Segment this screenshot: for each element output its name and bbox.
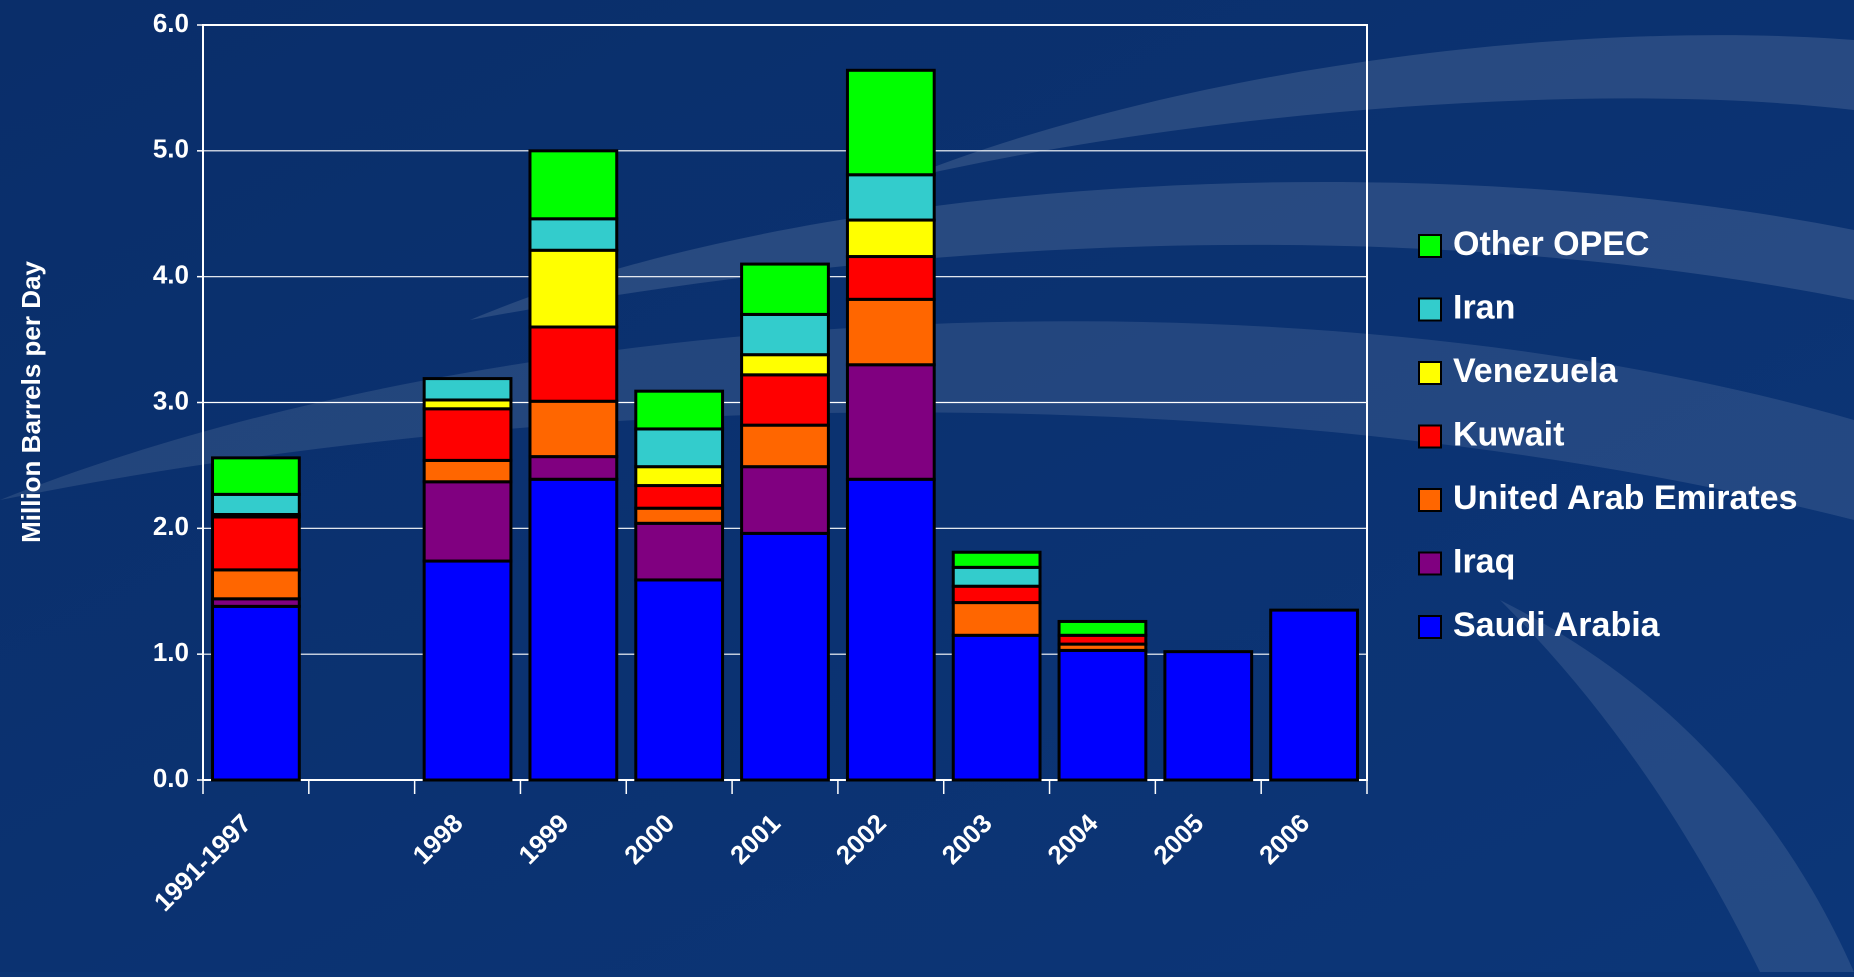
bar-segment — [636, 523, 723, 580]
bar-segment — [847, 479, 934, 780]
bar-segment — [636, 467, 723, 486]
bar-segment — [742, 355, 829, 375]
bar-segment — [424, 460, 511, 481]
legend-label: Iran — [1453, 288, 1515, 326]
bar-segment — [742, 375, 829, 425]
y-axis-title: Million Barrels per Day — [16, 261, 46, 543]
y-tick-label: 0.0 — [153, 763, 189, 793]
y-tick-label: 4.0 — [153, 260, 189, 290]
bar-segment — [953, 586, 1040, 602]
bar-segment — [636, 429, 723, 467]
bar-segment — [530, 151, 617, 219]
legend-swatch — [1419, 299, 1441, 321]
bar-segment — [1059, 621, 1146, 635]
bar-segment — [847, 365, 934, 480]
bar-segment — [213, 458, 300, 494]
bar-segment — [530, 401, 617, 456]
legend-swatch — [1419, 553, 1441, 575]
y-tick-label: 3.0 — [153, 385, 189, 415]
bar-segment — [530, 479, 617, 780]
legend-swatch — [1419, 235, 1441, 257]
bar-segment — [213, 606, 300, 780]
bar-segment — [953, 635, 1040, 780]
bar-segment — [847, 175, 934, 220]
bar-segment — [847, 70, 934, 174]
chart: Million Barrels per Day 0.0 1.0 2.0 3.0 4.0 5… — [0, 0, 1854, 972]
legend-label: Venezuela — [1453, 352, 1619, 390]
bar-segment — [424, 409, 511, 461]
bar-segment — [847, 220, 934, 256]
y-tick-label: 1.0 — [153, 637, 189, 667]
legend-label: Kuwait — [1453, 415, 1564, 453]
bar-segment — [213, 517, 300, 570]
legend-swatch — [1419, 426, 1441, 448]
bar-segment — [424, 482, 511, 561]
bar-segment — [742, 425, 829, 467]
bar-segment — [742, 264, 829, 314]
legend-label: Iraq — [1453, 542, 1515, 580]
bar-segment — [636, 580, 723, 780]
legend-label: Saudi Arabia — [1453, 606, 1661, 644]
bar-segment — [847, 299, 934, 364]
legend-label: United Arab Emirates — [1453, 479, 1798, 517]
bar-segment — [1059, 650, 1146, 780]
bar-segment — [1271, 610, 1358, 780]
bar-segment — [1165, 652, 1252, 780]
legend-swatch — [1419, 616, 1441, 638]
bar-segment — [213, 494, 300, 514]
y-tick-label: 5.0 — [153, 134, 189, 164]
bar-segment — [530, 327, 617, 401]
y-tick-label: 2.0 — [153, 511, 189, 541]
bar-segment — [953, 552, 1040, 567]
bar-segment — [953, 567, 1040, 586]
bar-segment — [847, 257, 934, 300]
bar-segment — [530, 250, 617, 327]
bar-segment — [742, 533, 829, 780]
legend-swatch — [1419, 362, 1441, 384]
bar-segment — [742, 314, 829, 354]
y-tick-label: 6.0 — [153, 8, 189, 38]
bar-segment — [636, 391, 723, 429]
bar-segment — [742, 467, 829, 534]
bar-segment — [530, 457, 617, 480]
bar-segment — [953, 603, 1040, 636]
bar-segment — [636, 486, 723, 509]
bar-segment — [213, 570, 300, 599]
bar-segment — [530, 219, 617, 250]
bar-segment — [636, 508, 723, 523]
bar-segment — [424, 561, 511, 780]
legend-label: Other OPEC — [1453, 225, 1649, 263]
bar-segment — [424, 379, 511, 400]
legend-swatch — [1419, 489, 1441, 511]
